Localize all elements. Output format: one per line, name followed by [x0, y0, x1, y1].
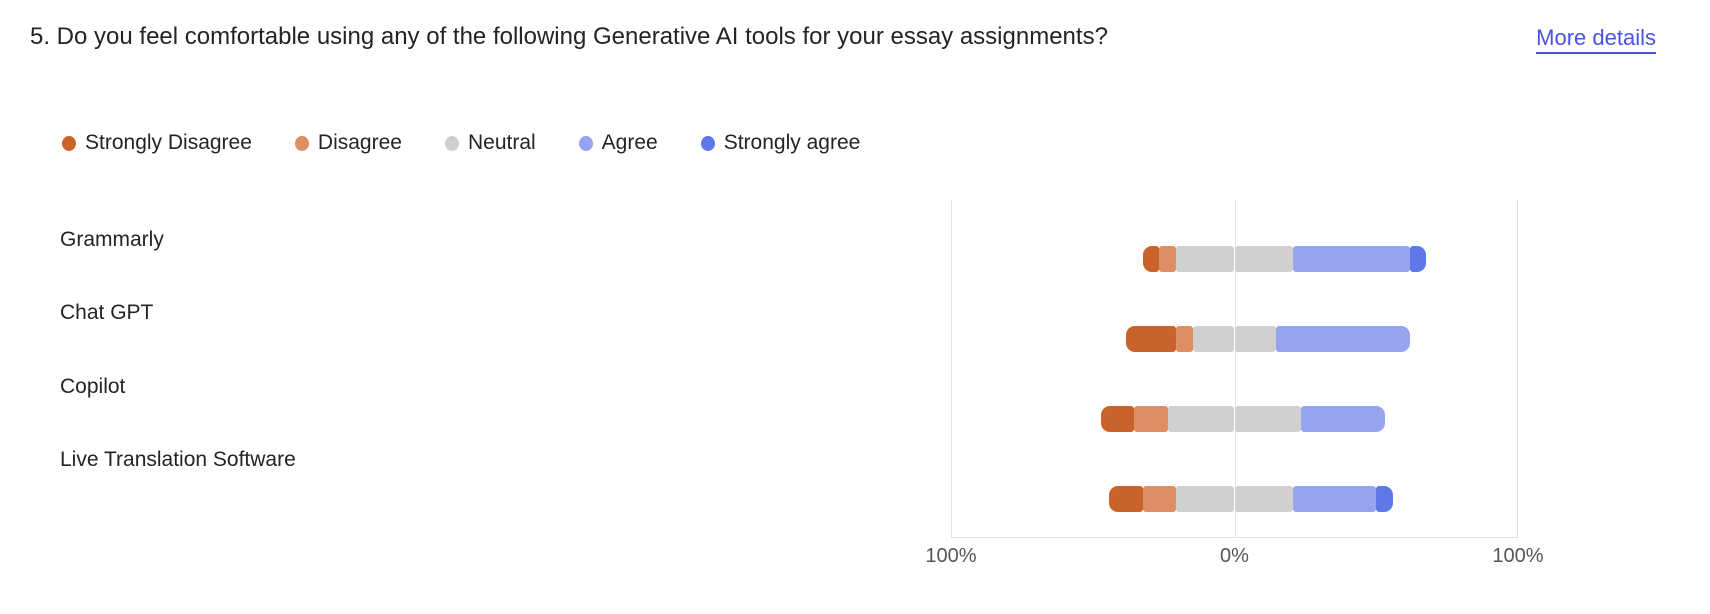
legend-item: Strongly agree [700, 131, 861, 155]
segment-strongly-disagree [1126, 326, 1177, 352]
category-label-live-translation-software: Live Translation Software [60, 448, 296, 471]
x-axis-tick: 100% [925, 545, 977, 567]
segment-neutral-right [1234, 406, 1302, 432]
segment-agree [1292, 246, 1410, 272]
legend-item: Neutral [444, 131, 536, 155]
legend-item-label: Agree [601, 131, 658, 154]
segment-neutral-left [1176, 486, 1235, 512]
segment-neutral-right [1234, 486, 1293, 512]
segment-neutral-right [1234, 326, 1277, 352]
axis-gridline-center [1234, 200, 1236, 537]
category-label-copilot: Copilot [60, 374, 126, 398]
segment-disagree [1134, 406, 1168, 432]
bar-row-copilot [951, 406, 1518, 432]
segment-agree [1292, 486, 1377, 512]
axis-gridline-right [1517, 200, 1518, 537]
question-title: 5. Do you feel comfortable using any of … [30, 23, 1108, 50]
axis-gridline-left [951, 200, 952, 537]
legend-dot-icon [62, 135, 76, 151]
legend-item-label: Neutral [467, 131, 536, 154]
bar-row-grammarly [951, 246, 1518, 272]
segment-strongly-disagree [1109, 486, 1143, 512]
plot-area [951, 200, 1518, 538]
legend-item: Agree [578, 131, 658, 155]
segment-strongly-disagree [1142, 246, 1160, 272]
segment-disagree [1142, 486, 1177, 512]
segment-neutral-left [1167, 406, 1235, 432]
x-axis: 100% 0% 100% [925, 545, 1543, 571]
segment-strongly-disagree [1100, 406, 1135, 432]
segment-disagree [1159, 246, 1177, 272]
legend-item-label: Strongly agree [723, 131, 861, 154]
bar-row-chat-gpt [951, 326, 1518, 352]
legend-item-label: Strongly Disagree [85, 131, 252, 154]
legend-dot-icon [294, 135, 309, 151]
legend-dot-icon [700, 135, 715, 151]
segment-disagree [1176, 326, 1193, 352]
category-label-grammarly: Grammarly [60, 228, 164, 251]
segment-neutral-right [1234, 246, 1293, 272]
segment-agree [1301, 406, 1385, 432]
x-axis-tick: 100% [1492, 545, 1544, 567]
legend-item: Strongly Disagree [62, 131, 252, 155]
segment-strongly-agree [1409, 246, 1427, 272]
chart-legend: Strongly Disagree Disagree Neutral Agree Str… [62, 131, 860, 155]
x-axis-tick: 0% [1220, 545, 1249, 567]
bar-row-live-translation-software [951, 486, 1518, 512]
legend-dot-icon [578, 135, 593, 151]
segment-neutral-left [1192, 326, 1235, 352]
legend-item-label: Disagree [317, 131, 402, 154]
legend-item: Disagree [294, 131, 402, 155]
category-label-chat-gpt: Chat GPT [60, 301, 154, 325]
legend-dot-icon [444, 135, 459, 151]
segment-neutral-left [1176, 246, 1235, 272]
segment-strongly-agree [1376, 486, 1393, 512]
segment-agree [1276, 326, 1410, 352]
more-details-link[interactable]: More details [1536, 26, 1656, 54]
